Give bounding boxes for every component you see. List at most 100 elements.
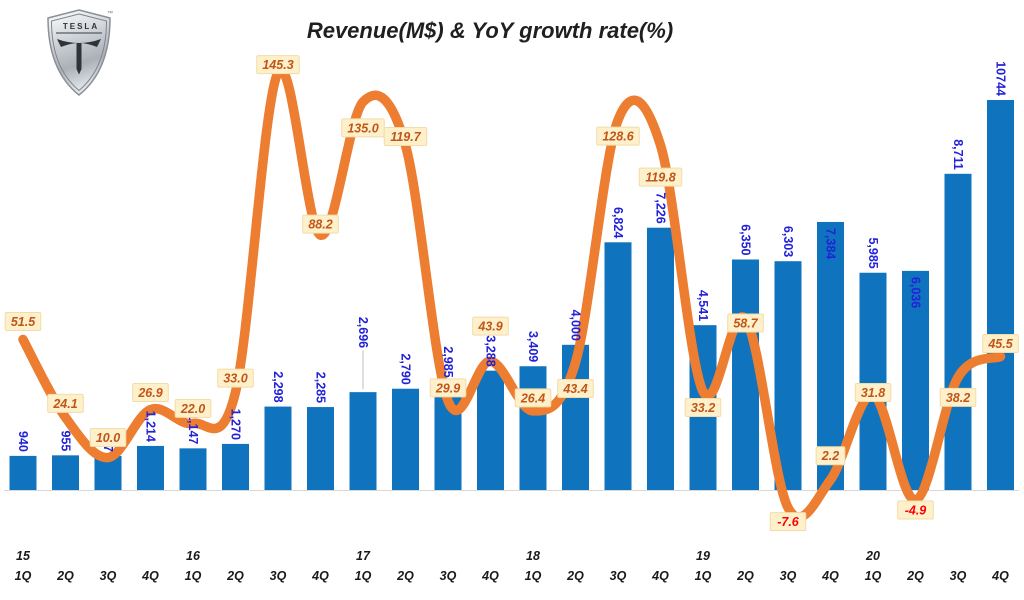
revenue-bar xyxy=(902,270,929,490)
x-axis-quarter-label: 4Q xyxy=(141,569,159,583)
revenue-bar-label: 2,696 xyxy=(356,317,370,348)
growth-label-box xyxy=(472,316,509,336)
revenue-bar-label: 4,000 xyxy=(569,310,583,341)
revenue-bar xyxy=(774,261,802,490)
growth-label-value: 10.0 xyxy=(96,431,120,445)
revenue-bar xyxy=(817,221,844,490)
revenue-bar-label: 2,298 xyxy=(271,371,285,402)
growth-label-value: 43.4 xyxy=(562,382,587,396)
revenue-bar xyxy=(264,406,292,490)
revenue-bar xyxy=(9,455,37,490)
revenue-bar xyxy=(137,445,164,490)
growth-label-value: 31.8 xyxy=(861,386,885,400)
growth-label-value: 43.9 xyxy=(477,320,502,334)
revenue-bar-label: 1,214 xyxy=(144,411,158,442)
growth-label-value: 119.8 xyxy=(645,171,675,185)
x-axis-year-label: 16 xyxy=(186,549,201,563)
x-axis-quarter-label: 2Q xyxy=(226,569,244,583)
revenue-bar-label: 8,711 xyxy=(951,139,965,170)
growth-label-box xyxy=(217,368,254,388)
x-axis-year-label: 19 xyxy=(696,549,710,563)
growth-label-value: 26.9 xyxy=(137,386,162,400)
growth-label-box xyxy=(854,383,892,403)
growth-label-box xyxy=(429,378,467,398)
growth-label-value: 128.6 xyxy=(602,130,634,144)
revenue-bar xyxy=(944,173,972,490)
growth-label-box xyxy=(596,126,640,146)
yoy-growth-line xyxy=(18,65,1006,522)
x-axis-quarter-label: 3Q xyxy=(780,569,797,583)
revenue-bar-label: 2,985 xyxy=(441,346,455,377)
revenue-bar-label: 3,409 xyxy=(526,331,540,362)
growth-label-value: 2.2 xyxy=(821,449,839,463)
revenue-bar xyxy=(222,443,249,490)
growth-label-value: 29.9 xyxy=(435,381,460,395)
revenue-bar-label: 955 xyxy=(59,430,73,451)
revenue-bar-label: 4,541 xyxy=(696,290,710,321)
growth-label-value: 33.2 xyxy=(691,401,715,415)
revenue-bar xyxy=(52,455,79,490)
growth-label-box xyxy=(4,311,42,331)
x-axis-quarter-label: 3Q xyxy=(100,569,117,583)
revenue-bar-label: 2,285 xyxy=(314,372,328,403)
revenue-bar-label: 6,036 xyxy=(909,277,923,308)
revenue-bar-label: 6,350 xyxy=(739,224,753,255)
growth-label-box xyxy=(815,446,846,466)
growth-label-value: 119.7 xyxy=(390,130,421,144)
revenue-bar-label: 7,226 xyxy=(654,192,668,223)
revenue-bar xyxy=(307,407,334,490)
x-axis-quarter-label: 3Q xyxy=(270,569,287,583)
trademark-symbol: ™ xyxy=(107,10,113,17)
growth-label-box xyxy=(897,500,934,520)
x-axis-quarter-label: 1Q xyxy=(15,569,32,583)
growth-label-value: 145.3 xyxy=(262,58,293,72)
x-axis-quarter-label: 2Q xyxy=(566,569,584,583)
growth-label-box xyxy=(302,214,339,234)
x-axis-quarter-label: 4Q xyxy=(311,569,329,583)
revenue-bar-label: 7,384 xyxy=(824,228,838,259)
x-axis-quarter-label: 1Q xyxy=(185,569,202,583)
revenue-bar-label: 6,303 xyxy=(781,226,795,257)
growth-label-value: 24.1 xyxy=(52,397,77,411)
growth-label-value: -7.6 xyxy=(777,515,800,529)
x-axis-quarter-label: 2Q xyxy=(396,569,414,583)
x-axis-year-label: 17 xyxy=(356,549,371,563)
x-axis-quarter-label: 3Q xyxy=(950,569,967,583)
x-axis-quarter-label: 4Q xyxy=(651,569,669,583)
revenue-bar-label: 2,790 xyxy=(399,353,413,384)
x-axis-quarter-label: 4Q xyxy=(481,569,499,583)
growth-label-box xyxy=(769,512,807,532)
growth-label-value: -4.9 xyxy=(905,503,927,517)
growth-label-value: 135.0 xyxy=(347,121,378,135)
revenue-bar-label: 1,147 xyxy=(186,413,200,444)
x-axis-year-label: 15 xyxy=(16,549,31,563)
growth-label-box xyxy=(132,382,169,402)
revenue-bar-label: 6,824 xyxy=(611,207,625,238)
tesla-t-emblem-icon xyxy=(57,39,101,75)
growth-label-box xyxy=(557,379,594,399)
revenue-bar xyxy=(732,259,759,490)
revenue-bar-label: 5,985 xyxy=(866,237,880,268)
growth-label-value: 88.2 xyxy=(308,218,332,232)
tesla-logo-badge: TESLA ™ xyxy=(47,9,113,96)
x-axis-year-label: 20 xyxy=(865,549,880,563)
x-axis-quarter-label: 3Q xyxy=(610,569,627,583)
revenue-bar xyxy=(392,388,419,490)
growth-label-value: 22.0 xyxy=(180,402,205,416)
chart-title: Revenue(M$) & YoY growth rate(%) xyxy=(306,18,674,43)
x-axis-year-label: 18 xyxy=(526,549,540,563)
growth-label-value: 33.0 xyxy=(223,372,247,386)
x-axis-quarter-label: 3Q xyxy=(440,569,457,583)
x-axis-quarter-label: 4Q xyxy=(821,569,839,583)
revenue-bar xyxy=(349,392,377,490)
revenue-bar xyxy=(179,448,207,490)
x-axis-quarter-label: 2Q xyxy=(56,569,74,583)
revenue-bar-label: 10744 xyxy=(994,61,1008,96)
revenue-bar xyxy=(519,366,547,490)
growth-label-box xyxy=(514,388,552,408)
growth-label-box xyxy=(383,126,428,146)
x-axis-quarter-label: 2Q xyxy=(906,569,924,583)
growth-label-box xyxy=(638,167,683,187)
